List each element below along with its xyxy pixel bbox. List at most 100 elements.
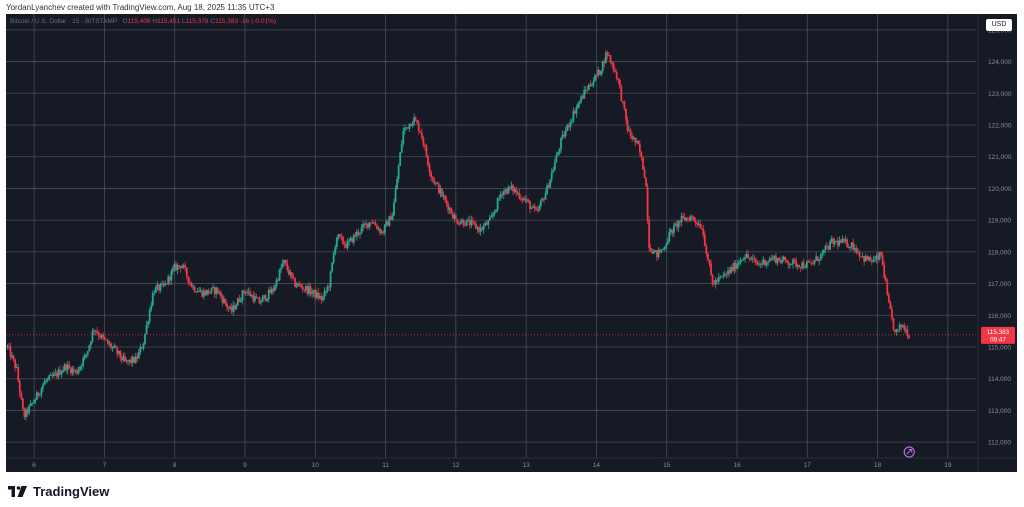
candle-body xyxy=(6,345,9,347)
candle-body xyxy=(600,71,603,75)
candle-body xyxy=(103,337,106,340)
candle-body xyxy=(286,263,289,270)
candle-body xyxy=(549,179,552,188)
candle-body xyxy=(693,216,695,221)
candle-body xyxy=(48,375,51,379)
candle-body xyxy=(875,255,878,260)
candle-body xyxy=(771,257,774,260)
candle-body xyxy=(456,219,459,224)
candle-body xyxy=(587,84,590,90)
candle-body xyxy=(167,276,170,285)
candle-body xyxy=(748,257,751,260)
open-label: O xyxy=(122,18,128,25)
candle-body xyxy=(691,216,694,218)
candle-body xyxy=(162,283,165,286)
candle-body xyxy=(249,291,252,297)
candle-body xyxy=(25,409,27,418)
candle-body xyxy=(40,388,43,395)
candle-body xyxy=(445,199,448,204)
candle-body xyxy=(710,263,712,275)
candle-body xyxy=(510,185,513,189)
candle-body xyxy=(560,138,562,150)
candle-body xyxy=(97,333,100,336)
candle-body xyxy=(832,238,835,244)
candle-body xyxy=(117,350,120,354)
candle-body xyxy=(178,265,180,267)
candle-body xyxy=(437,183,440,194)
candle-body xyxy=(255,296,258,299)
candle-body xyxy=(74,370,77,372)
currency-button[interactable]: USD xyxy=(986,19,1012,31)
candle-body xyxy=(785,259,788,263)
candle-body xyxy=(419,130,422,133)
candle-body xyxy=(274,286,276,291)
candle-body xyxy=(416,120,419,124)
candle-body xyxy=(793,259,796,261)
candle-body xyxy=(682,216,685,218)
candle-body xyxy=(739,260,742,263)
candle-body xyxy=(226,303,228,308)
candle-body xyxy=(906,329,909,336)
candle-body xyxy=(390,216,392,221)
candle-body xyxy=(754,259,757,263)
last-price-value: 115,383 xyxy=(987,329,1010,336)
candle-body xyxy=(38,394,41,396)
candle-body xyxy=(707,254,709,261)
candle-body xyxy=(209,292,211,294)
candle-body xyxy=(756,262,759,265)
candle-body xyxy=(853,248,856,250)
candle-body xyxy=(566,125,569,131)
candle-body xyxy=(207,289,210,294)
candle-body xyxy=(847,246,850,248)
candle-body xyxy=(128,359,131,362)
candle-body xyxy=(110,343,112,348)
open-value: 115,406 xyxy=(127,18,151,25)
candle-body xyxy=(379,228,381,234)
candle-body xyxy=(895,329,898,332)
candle-body xyxy=(495,209,497,212)
candle-body xyxy=(424,145,426,147)
candle-body xyxy=(759,263,762,265)
candle-body xyxy=(561,134,564,139)
event-marker-icon[interactable] xyxy=(903,446,915,458)
candle-body xyxy=(130,359,133,363)
candle-body xyxy=(805,261,808,268)
tradingview-brand[interactable]: TradingView xyxy=(8,483,109,499)
candle-body xyxy=(586,89,589,91)
candle-body xyxy=(127,360,129,362)
candle-body xyxy=(173,264,176,269)
candle-body xyxy=(530,207,533,210)
candle-body xyxy=(267,289,270,299)
candle-body xyxy=(877,255,879,260)
candle-body xyxy=(396,178,398,190)
candle-body xyxy=(502,191,505,196)
price-chart[interactable]: 112,000 113,000 114,000 115,000 116,000 117,0… xyxy=(6,14,1017,472)
candle-body xyxy=(252,295,255,302)
x-tick-label: 8 xyxy=(173,462,177,469)
candle-body xyxy=(864,256,867,262)
candle-body xyxy=(655,250,658,257)
candle-body xyxy=(298,283,301,285)
candle-body xyxy=(646,186,649,221)
candle-body xyxy=(439,188,442,194)
candle-body xyxy=(420,132,423,138)
candle-body xyxy=(470,220,473,226)
candle-body xyxy=(235,305,238,310)
candle-body xyxy=(66,364,69,371)
candle-body xyxy=(844,239,847,242)
candle-body xyxy=(124,356,126,361)
candle-body xyxy=(841,238,844,243)
candle-body xyxy=(782,257,785,260)
candle-body xyxy=(450,208,453,214)
candle-body xyxy=(552,169,555,173)
candle-body xyxy=(807,261,810,263)
candle-body xyxy=(878,252,881,260)
candle-body xyxy=(802,262,805,268)
candle-body xyxy=(49,374,52,376)
candle-body xyxy=(889,302,892,310)
candle-body xyxy=(801,262,804,269)
candle-body xyxy=(464,225,467,227)
candle-body xyxy=(799,267,802,269)
candle-body xyxy=(674,223,677,225)
